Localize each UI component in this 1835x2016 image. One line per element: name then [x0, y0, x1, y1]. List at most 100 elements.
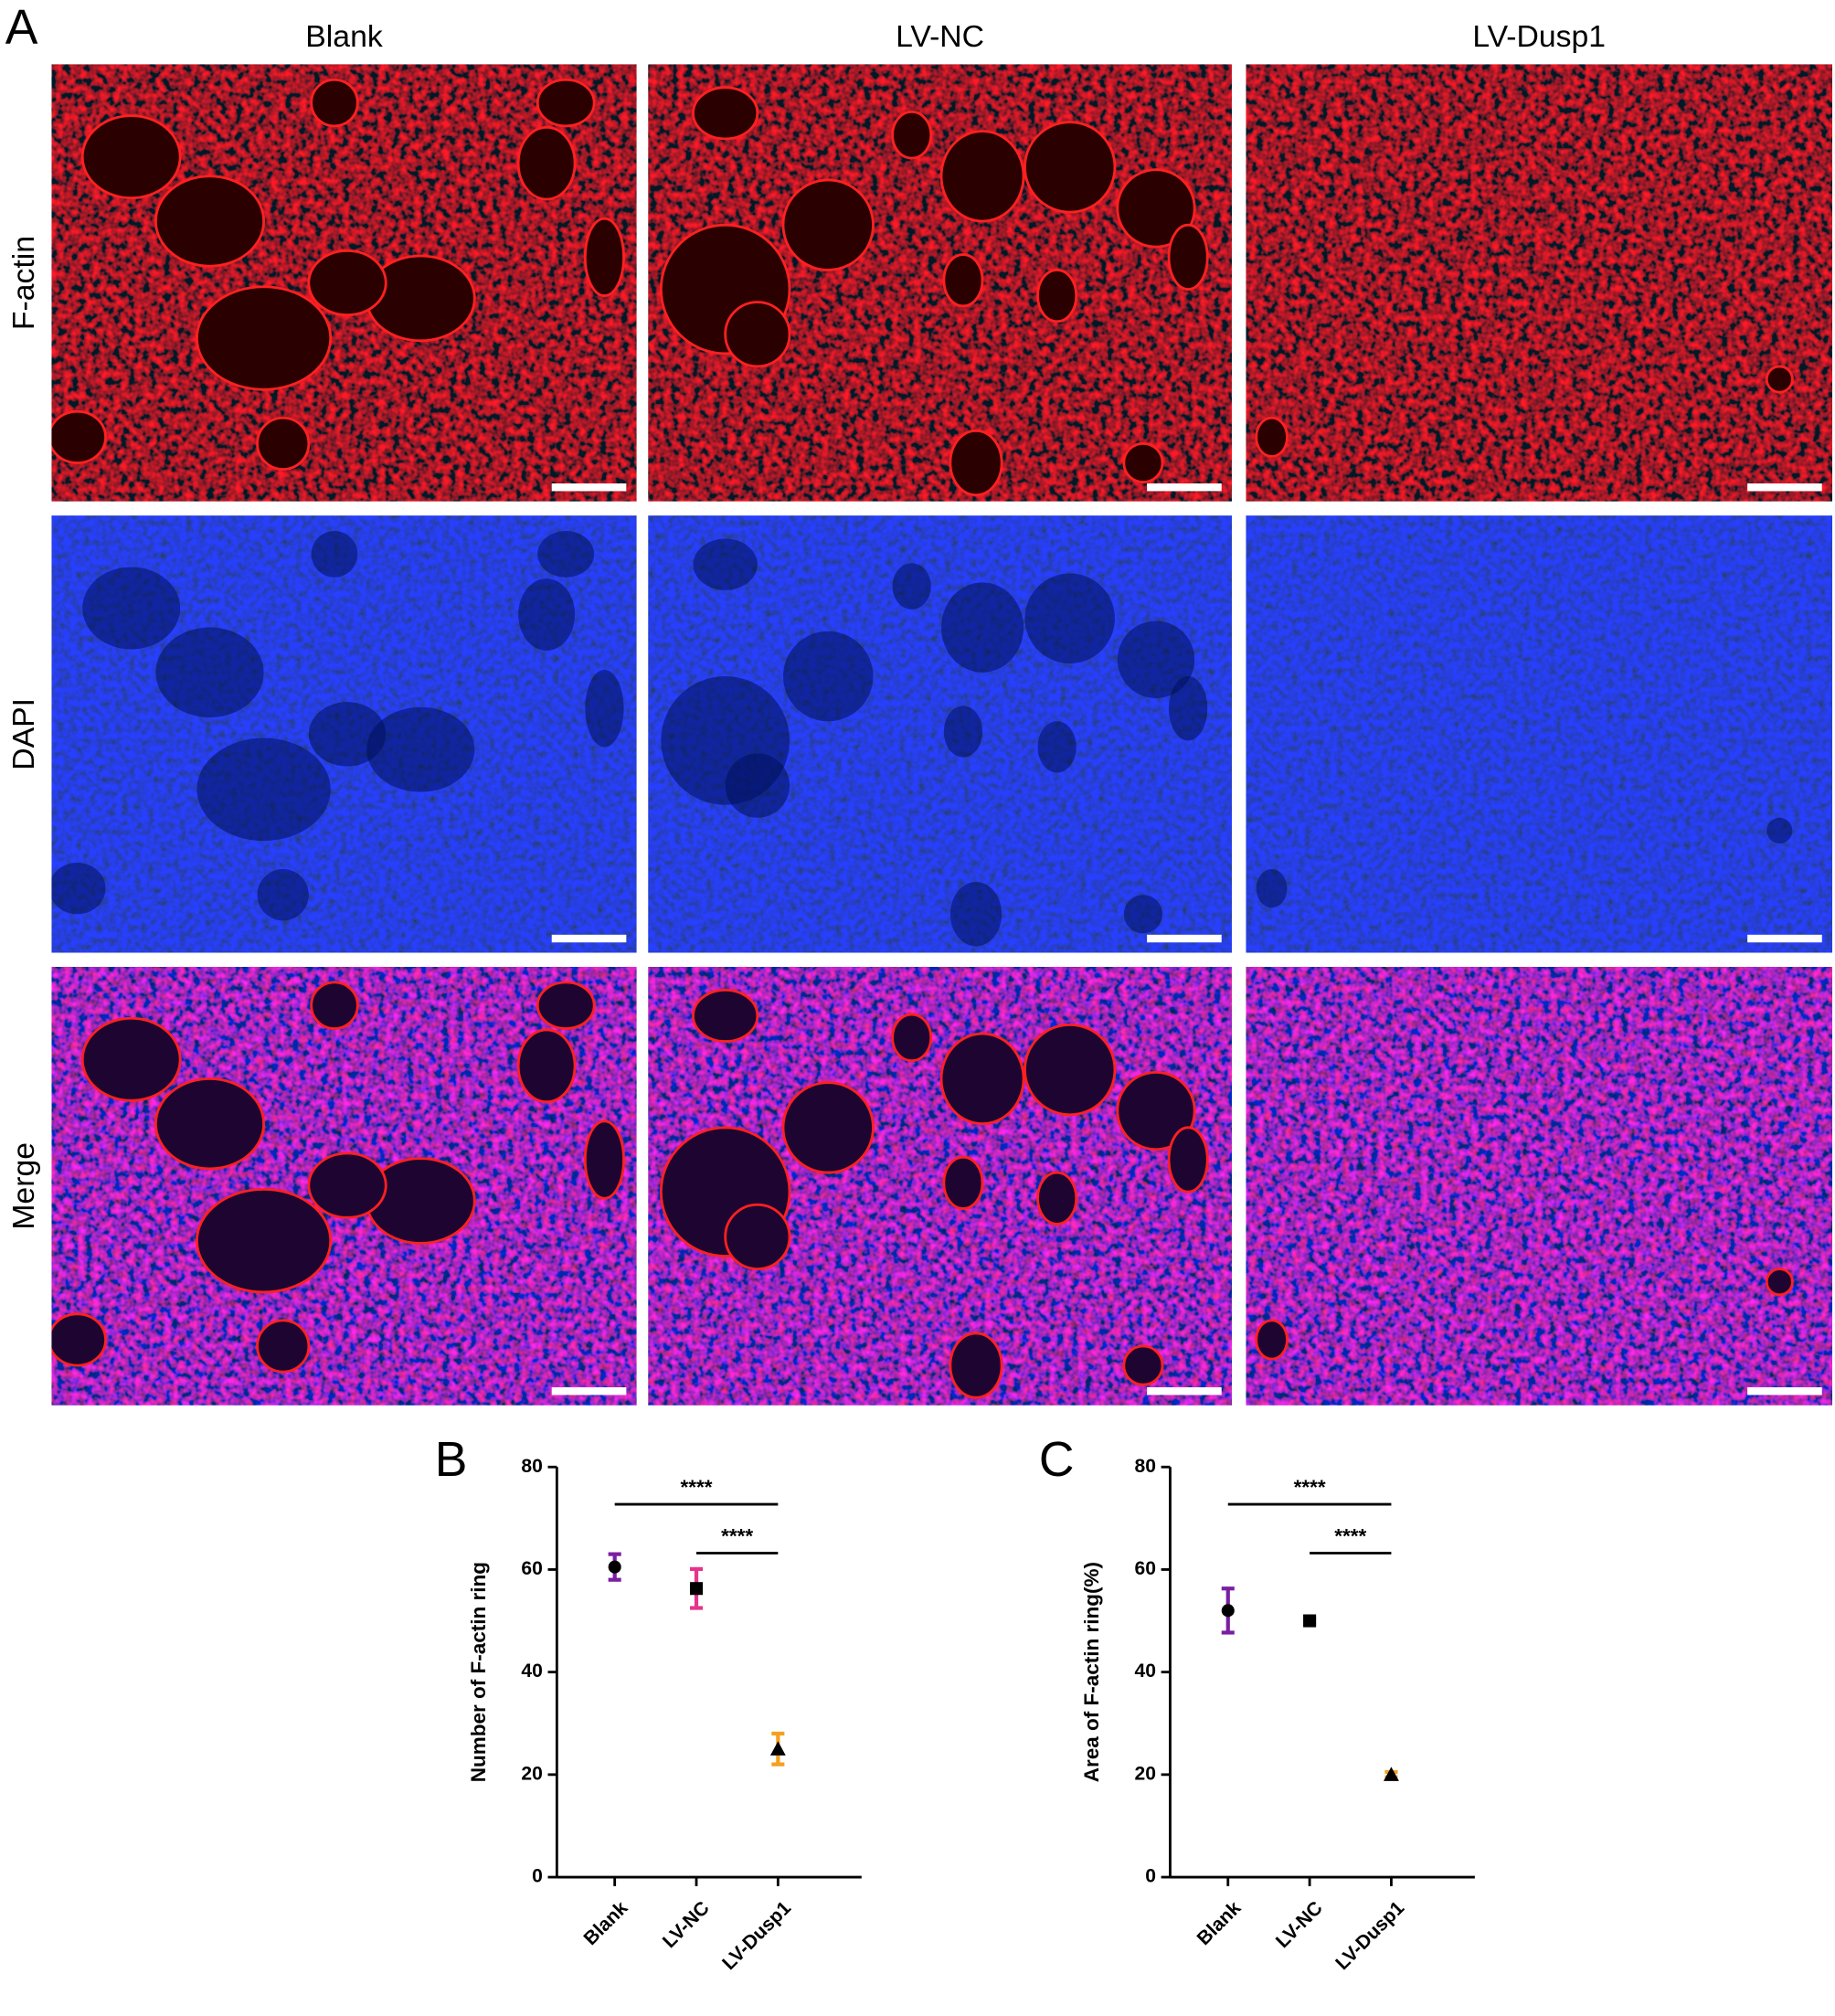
actin-ring — [1036, 1171, 1078, 1226]
actin-ring — [307, 249, 387, 317]
y-tick-label: 20 — [521, 1763, 542, 1784]
scale-bar — [1147, 1387, 1222, 1395]
y-tick-label: 40 — [521, 1661, 542, 1682]
resorption-pit — [537, 531, 595, 578]
actin-ring — [949, 1332, 1003, 1399]
actin-ring — [536, 981, 596, 1030]
x-tick-label: Blank — [580, 1897, 632, 1949]
resorption-pit — [518, 578, 576, 651]
actin-ring — [949, 429, 1003, 497]
resorption-pit — [725, 753, 790, 818]
scale-bar — [551, 1387, 627, 1395]
x-tick-label: Blank — [1193, 1897, 1246, 1949]
scale-bar — [1747, 1387, 1822, 1395]
micrograph — [1246, 515, 1833, 953]
actin-ring — [51, 1312, 107, 1367]
resorption-pit — [1256, 869, 1288, 908]
y-tick-label: 60 — [1135, 1558, 1156, 1579]
actin-ring — [1036, 269, 1078, 324]
y-axis-label: Area of F-actin ring(%) — [1080, 1562, 1103, 1782]
marker — [608, 1560, 621, 1574]
actin-ring — [1116, 168, 1196, 249]
resorption-pit — [892, 563, 931, 610]
micrograph — [51, 64, 637, 502]
resorption-pit — [1024, 573, 1115, 663]
actin-ring — [51, 409, 107, 464]
column-title: Blank — [305, 19, 383, 54]
column-title: LV-Dusp1 — [1472, 19, 1606, 54]
actin-ring — [80, 1016, 182, 1102]
scale-bar — [1147, 934, 1222, 943]
actin-ring — [1116, 1070, 1196, 1151]
significance-label: **** — [721, 1525, 753, 1548]
micrograph — [1246, 64, 1833, 502]
resorption-pit — [82, 567, 181, 650]
panel-label: C — [1039, 1433, 1075, 1487]
marker — [769, 1741, 786, 1756]
actin-ring — [692, 86, 759, 141]
actin-ring — [1255, 1319, 1289, 1361]
column-title: LV-NC — [896, 19, 984, 54]
y-tick-label: 80 — [521, 1456, 542, 1477]
marker — [1221, 1604, 1235, 1618]
resorption-pit — [943, 706, 983, 758]
actin-ring — [154, 1077, 266, 1171]
actin-ring — [891, 1013, 933, 1063]
actin-ring — [307, 1151, 387, 1219]
resorption-pit — [585, 669, 624, 748]
resorption-pit — [51, 863, 106, 915]
micrograph — [1246, 966, 1833, 1406]
actin-ring — [692, 988, 759, 1043]
actin-ring — [942, 1155, 984, 1210]
actin-ring — [310, 78, 359, 128]
actin-ring — [939, 130, 1025, 223]
marker — [689, 1582, 704, 1596]
resorption-pit — [782, 631, 874, 722]
actin-ring — [256, 1319, 311, 1374]
y-tick-label: 0 — [532, 1866, 543, 1887]
significance-label: **** — [1294, 1476, 1326, 1499]
significance-label: **** — [680, 1476, 712, 1499]
actin-ring — [310, 981, 359, 1030]
actin-ring — [1765, 365, 1794, 394]
actin-ring — [781, 178, 875, 271]
resorption-pit — [311, 531, 358, 578]
resorption-pit — [1169, 676, 1208, 741]
resorption-pit — [941, 582, 1024, 673]
micrograph — [648, 966, 1232, 1406]
x-tick-label: LV-Dusp1 — [718, 1897, 795, 1974]
actin-ring — [196, 285, 333, 391]
y-tick-label: 0 — [1145, 1866, 1156, 1887]
resorption-pit — [196, 737, 331, 842]
actin-ring — [724, 1203, 791, 1271]
y-axis-label: Number of F-actin ring — [467, 1562, 490, 1782]
actin-ring — [80, 114, 182, 200]
actin-ring — [1167, 223, 1209, 291]
actin-ring — [256, 416, 311, 471]
resorption-pit — [308, 702, 387, 767]
resorption-pit — [155, 627, 264, 718]
marker — [1383, 1767, 1399, 1781]
actin-ring — [1024, 1023, 1117, 1117]
actin-ring — [516, 125, 577, 201]
resorption-pit — [1037, 721, 1077, 773]
y-tick-label: 20 — [1135, 1763, 1156, 1784]
actin-ring — [939, 1032, 1025, 1126]
resorption-pit — [949, 882, 1002, 947]
row-title: Merge — [6, 1142, 41, 1230]
resorption-pit — [1123, 895, 1163, 934]
actin-ring — [583, 1119, 625, 1200]
micrograph — [51, 515, 637, 953]
resorption-pit — [257, 869, 309, 921]
resorption-pit — [1766, 817, 1793, 844]
x-tick-label: LV-NC — [659, 1897, 714, 1952]
micrograph-bg — [1246, 966, 1833, 1406]
resorption-pit — [366, 706, 475, 792]
scale-bar — [1147, 483, 1222, 492]
micrograph-bg — [1246, 64, 1833, 502]
actin-ring — [1255, 416, 1289, 458]
actin-ring — [154, 175, 266, 268]
actin-ring — [516, 1028, 577, 1104]
panel-label: A — [5, 1, 38, 55]
